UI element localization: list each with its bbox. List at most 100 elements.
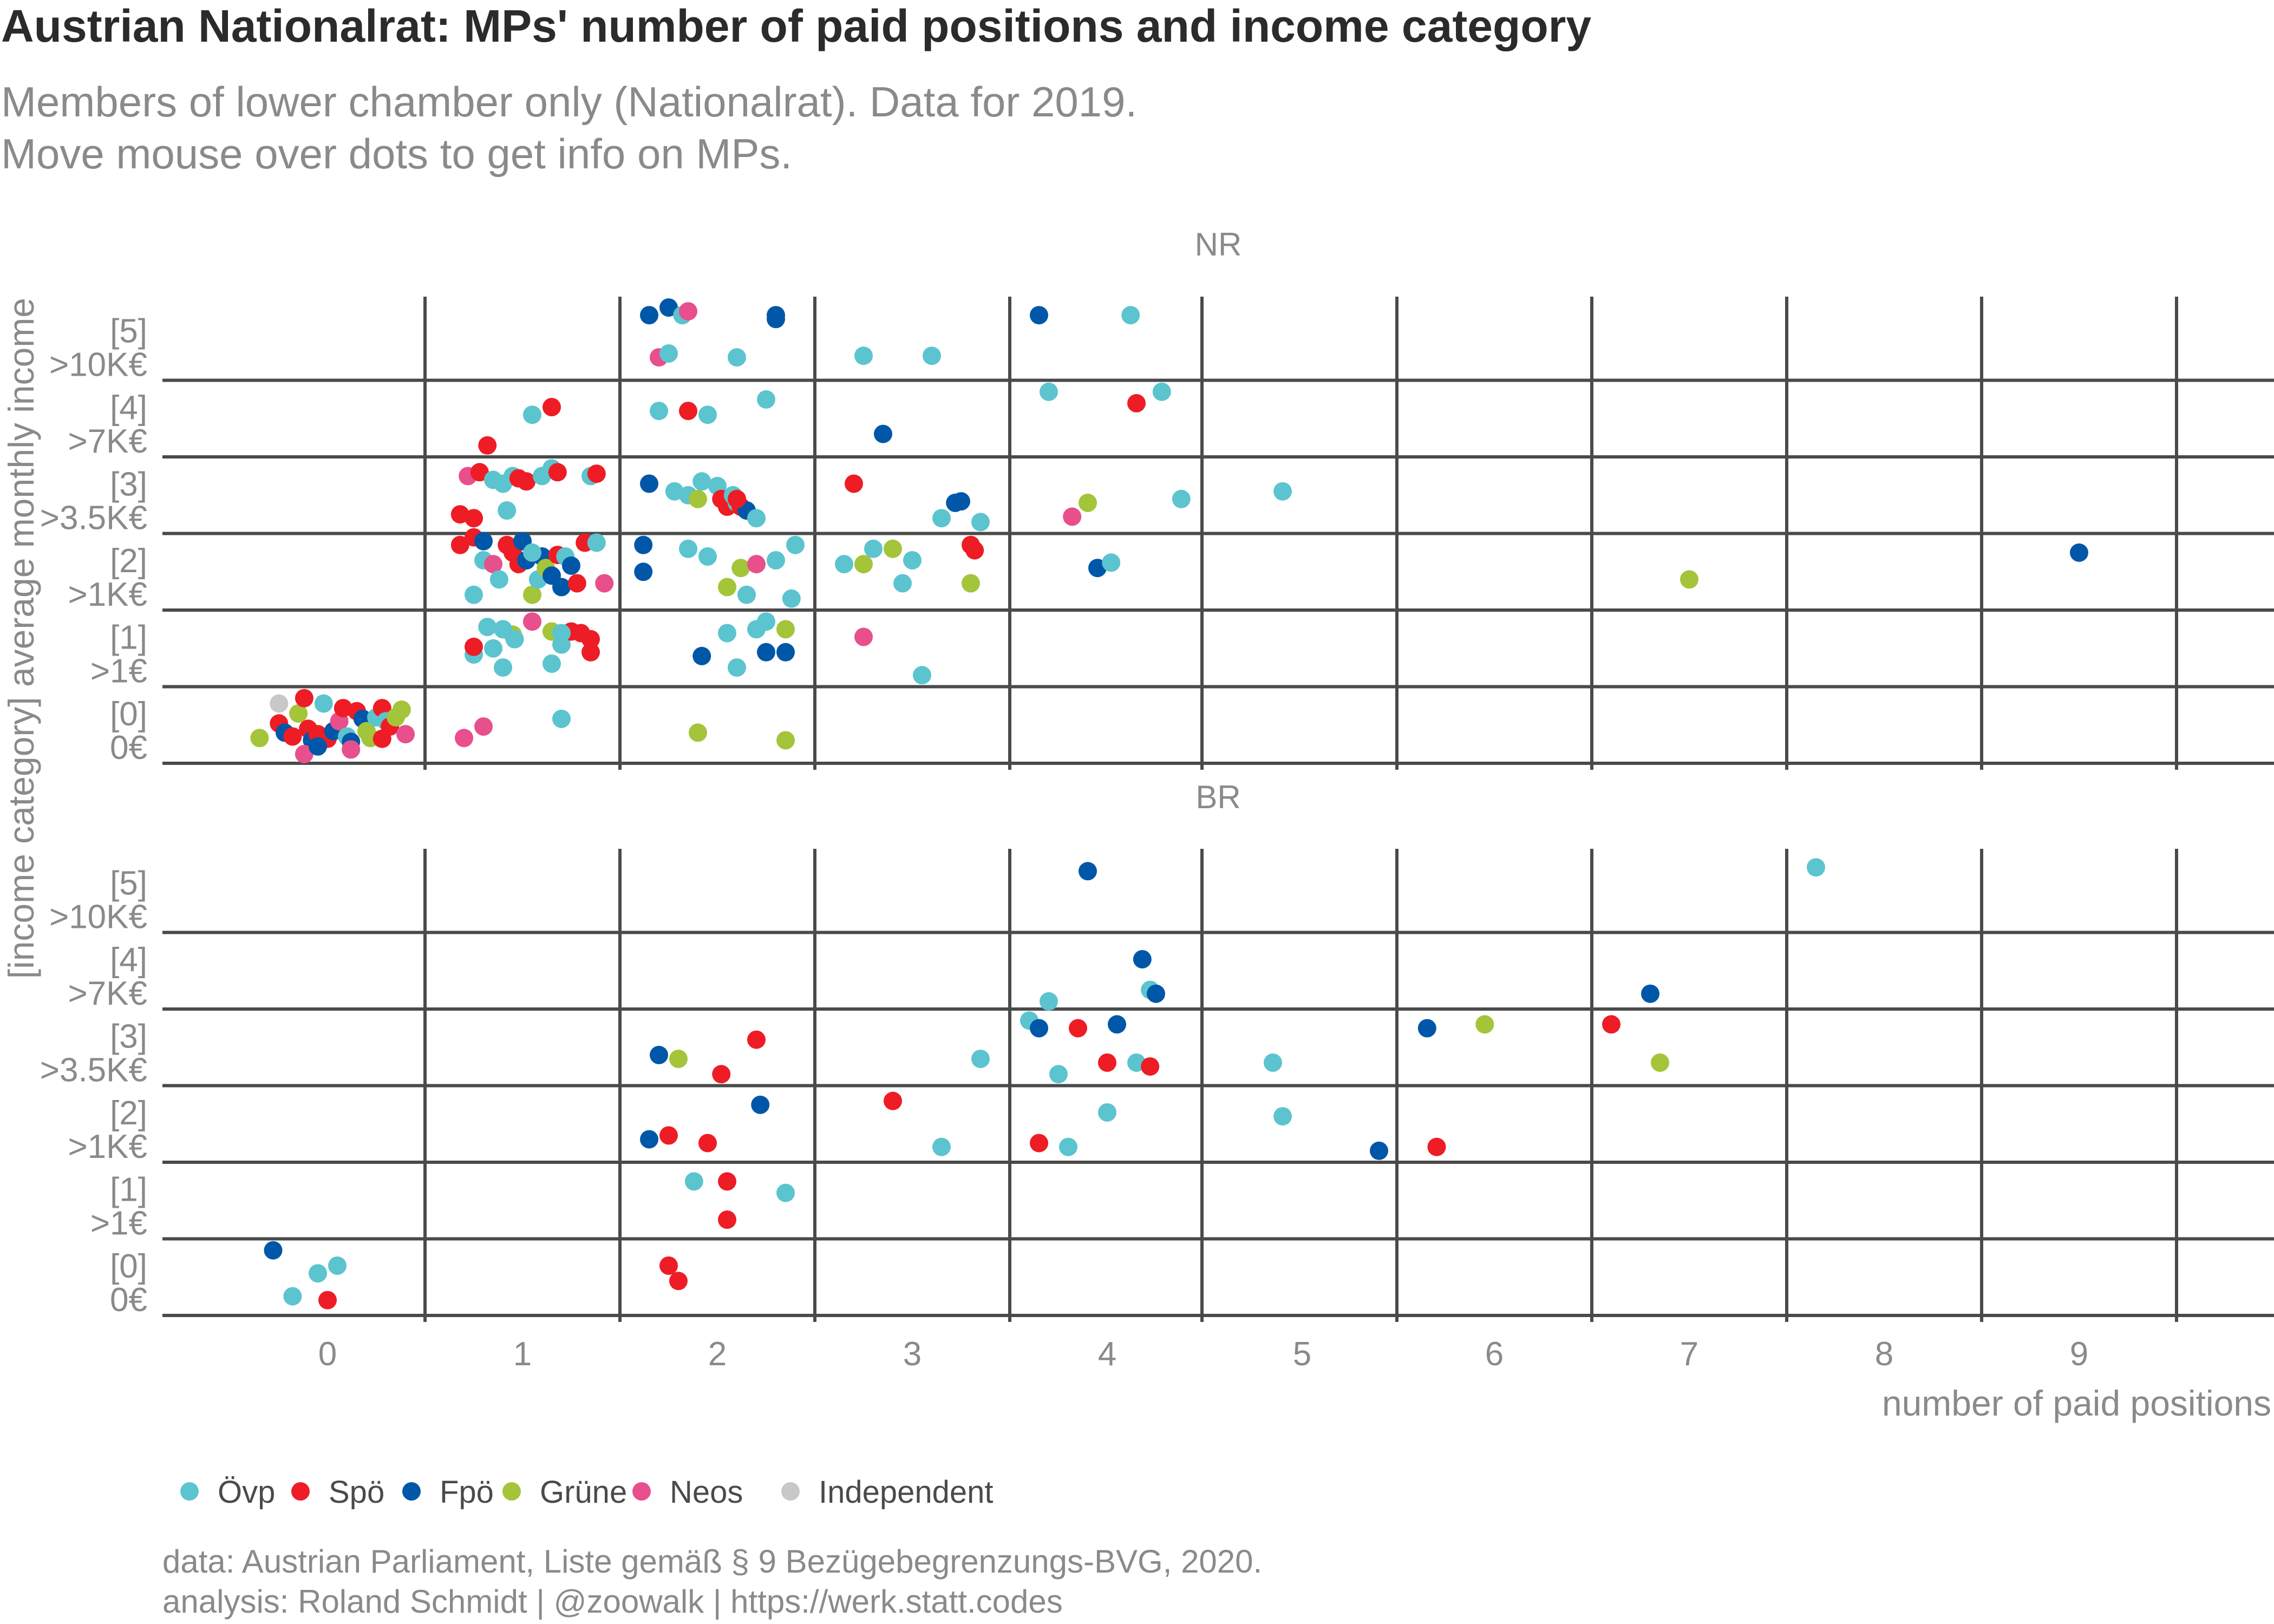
data-point-övp[interactable] xyxy=(913,666,931,685)
data-point-övp[interactable] xyxy=(523,543,541,562)
data-point-fpö[interactable] xyxy=(634,535,653,554)
data-point-fpö[interactable] xyxy=(640,474,658,493)
data-point-övp[interactable] xyxy=(698,405,717,424)
data-point-övp[interactable] xyxy=(854,346,873,365)
data-point-grüne[interactable] xyxy=(731,559,750,578)
data-point-fpö[interactable] xyxy=(767,306,785,325)
data-point-spö[interactable] xyxy=(581,630,600,649)
data-point-spö[interactable] xyxy=(679,402,697,421)
data-point-spö[interactable] xyxy=(1141,1057,1160,1076)
data-point-övp[interactable] xyxy=(328,1256,347,1275)
data-point-grüne[interactable] xyxy=(523,585,541,604)
data-point-övp[interactable] xyxy=(494,658,512,677)
data-point-fpö[interactable] xyxy=(1079,862,1097,881)
data-point-grüne[interactable] xyxy=(250,729,269,748)
data-point-övp[interactable] xyxy=(893,574,912,593)
data-point-övp[interactable] xyxy=(737,585,756,604)
data-point-övp[interactable] xyxy=(757,612,775,631)
data-point-neos[interactable] xyxy=(396,725,415,744)
data-point-övp[interactable] xyxy=(1152,382,1171,401)
data-point-neos[interactable] xyxy=(595,574,614,593)
data-point-övp[interactable] xyxy=(684,1172,703,1191)
data-point-neos[interactable] xyxy=(474,717,493,736)
data-point-övp[interactable] xyxy=(1807,858,1825,877)
data-point-övp[interactable] xyxy=(1264,1053,1282,1072)
data-point-fpö[interactable] xyxy=(640,1130,658,1149)
data-point-fpö[interactable] xyxy=(1641,984,1659,1003)
data-point-neos[interactable] xyxy=(295,745,313,763)
data-point-spö[interactable] xyxy=(478,436,497,455)
data-point-övp[interactable] xyxy=(484,639,502,658)
data-point-fpö[interactable] xyxy=(650,1045,668,1064)
data-point-fpö[interactable] xyxy=(640,306,658,325)
data-point-övp[interactable] xyxy=(489,570,508,589)
data-point-övp[interactable] xyxy=(747,509,766,528)
data-point-grüne[interactable] xyxy=(289,704,308,723)
data-point-grüne[interactable] xyxy=(1079,493,1097,512)
data-point-spö[interactable] xyxy=(845,474,863,493)
data-point-övp[interactable] xyxy=(835,555,853,574)
data-point-övp[interactable] xyxy=(692,472,711,491)
data-point-övp[interactable] xyxy=(1273,1107,1292,1126)
data-point-övp[interactable] xyxy=(971,513,990,532)
data-point-övp[interactable] xyxy=(552,709,571,728)
data-point-övp[interactable] xyxy=(1172,489,1191,508)
data-point-spö[interactable] xyxy=(373,729,391,748)
data-point-övp[interactable] xyxy=(971,1050,990,1068)
data-point-övp[interactable] xyxy=(903,551,922,569)
data-point-spö[interactable] xyxy=(747,1030,766,1049)
data-point-spö[interactable] xyxy=(1069,1019,1087,1038)
data-point-grüne[interactable] xyxy=(776,620,795,639)
data-point-spö[interactable] xyxy=(669,1272,688,1291)
data-point-övp[interactable] xyxy=(309,1264,327,1283)
data-point-fpö[interactable] xyxy=(1417,1019,1436,1038)
data-point-grüne[interactable] xyxy=(392,700,411,719)
data-point-spö[interactable] xyxy=(581,643,600,662)
data-point-neos[interactable] xyxy=(455,729,473,748)
data-point-fpö[interactable] xyxy=(692,646,711,665)
data-point-övp[interactable] xyxy=(1049,1065,1068,1084)
data-point-grüne[interactable] xyxy=(854,555,873,574)
data-point-övp[interactable] xyxy=(314,694,333,713)
data-point-grüne[interactable] xyxy=(1651,1053,1669,1072)
data-point-spö[interactable] xyxy=(587,464,606,483)
data-points[interactable] xyxy=(250,298,2088,1309)
data-point-övp[interactable] xyxy=(767,551,785,569)
data-point-spö[interactable] xyxy=(548,463,567,482)
data-point-fpö[interactable] xyxy=(874,424,892,443)
data-point-övp[interactable] xyxy=(923,346,941,365)
data-point-övp[interactable] xyxy=(587,533,606,552)
data-point-fpö[interactable] xyxy=(1030,306,1048,325)
data-point-övp[interactable] xyxy=(498,501,517,520)
data-point-fpö[interactable] xyxy=(776,643,795,662)
data-point-övp[interactable] xyxy=(523,405,541,424)
data-point-spö[interactable] xyxy=(698,1134,717,1152)
data-point-neos[interactable] xyxy=(747,555,766,574)
data-point-spö[interactable] xyxy=(718,1172,736,1191)
data-point-spö[interactable] xyxy=(283,727,302,746)
data-point-neos[interactable] xyxy=(1063,507,1082,526)
data-point-övp[interactable] xyxy=(932,1137,951,1156)
data-point-fpö[interactable] xyxy=(309,737,327,756)
data-point-fpö[interactable] xyxy=(757,643,775,662)
data-point-fpö[interactable] xyxy=(659,298,678,317)
data-point-spö[interactable] xyxy=(465,637,483,656)
data-point-övp[interactable] xyxy=(718,624,736,643)
data-point-grüne[interactable] xyxy=(689,723,707,742)
data-point-övp[interactable] xyxy=(1059,1137,1077,1156)
data-point-fpö[interactable] xyxy=(1108,1015,1126,1034)
data-point-neos[interactable] xyxy=(679,302,697,321)
data-point-spö[interactable] xyxy=(659,1126,678,1145)
data-point-övp[interactable] xyxy=(650,402,668,421)
data-point-spö[interactable] xyxy=(517,472,536,491)
data-point-spö[interactable] xyxy=(718,1210,736,1229)
data-point-spö[interactable] xyxy=(465,509,483,528)
data-point-övp[interactable] xyxy=(757,390,775,409)
data-point-spö[interactable] xyxy=(659,1256,678,1275)
data-point-grüne[interactable] xyxy=(1475,1015,1494,1034)
data-point-spö[interactable] xyxy=(1602,1015,1620,1034)
data-point-övp[interactable] xyxy=(1102,553,1121,572)
data-point-övp[interactable] xyxy=(728,348,746,367)
data-point-spö[interactable] xyxy=(1127,394,1146,412)
data-point-fpö[interactable] xyxy=(634,562,653,581)
